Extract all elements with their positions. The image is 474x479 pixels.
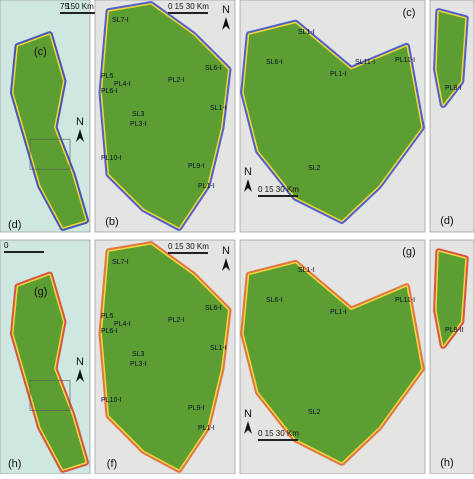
map-panel: (c) 0 15 30 Km N SL1-I SL6-I PL1-I PL11-I SL11-… <box>239 0 426 233</box>
site-label: SL7-I <box>112 259 129 266</box>
site-label: PL8-II <box>445 327 464 334</box>
scale-bar <box>258 439 298 441</box>
site-label: PL1-I <box>330 309 347 316</box>
scale-label: 0 15 30 Km <box>258 185 299 194</box>
site-label: SL1-I <box>210 345 227 352</box>
north-label: N <box>244 166 252 178</box>
panel-label: (h) <box>440 457 453 469</box>
site-label: SL7-I <box>112 17 129 24</box>
site-label: PL3-I <box>130 121 147 128</box>
site-label: PL5 <box>101 73 114 80</box>
panel-label: (f) <box>107 458 117 470</box>
site-label: SL6-I <box>205 305 222 312</box>
site-label: PL6-I <box>101 88 118 95</box>
inset-label: (h) <box>8 458 21 470</box>
site-label: PL1-I <box>198 183 215 190</box>
land-area <box>102 244 228 470</box>
site-label: PL2-I <box>168 317 185 324</box>
scale-label: 75 <box>60 2 69 11</box>
inset-box <box>29 380 71 411</box>
north-arrow <box>222 17 230 30</box>
site-label: PL8-I <box>445 85 462 92</box>
site-label: SL6-I <box>266 59 283 66</box>
land-area <box>243 263 422 463</box>
inset-box <box>29 138 71 170</box>
site-label: PL3-I <box>130 361 147 368</box>
land-area <box>102 4 228 228</box>
site-label: SL11-I <box>355 59 375 66</box>
land-area <box>436 11 466 105</box>
scale-bar <box>258 195 298 197</box>
scale-bar <box>60 12 100 14</box>
site-label: PL11-I <box>395 57 415 64</box>
scale-label: 0 15 30 Km <box>258 429 299 438</box>
land-area <box>13 34 86 228</box>
site-label: PL2-I <box>168 77 185 84</box>
site-label: PL9-I <box>188 405 205 412</box>
scale-label: 0 15 30 Km <box>168 242 209 251</box>
land-area <box>13 275 86 470</box>
site-label: SL3 <box>132 111 145 118</box>
inset-label: (d) <box>8 219 21 231</box>
inset-label: (c) <box>34 46 47 58</box>
map-panel: (g) 0 15 30 Km N SL1-I SL6-I PL1-I PL11-I SL2 <box>239 239 426 475</box>
scale-bar <box>4 251 44 253</box>
north-arrow <box>244 179 252 192</box>
map-panel: (d) PL8-I <box>429 0 474 233</box>
site-label: SL1-I <box>210 105 227 112</box>
site-label: SL3 <box>132 351 145 358</box>
north-arrow <box>76 369 84 382</box>
site-label: PL1-I <box>330 71 347 78</box>
site-label: SL1-I <box>298 29 315 36</box>
north-arrow <box>222 258 230 271</box>
site-label: PL11-I <box>395 297 415 304</box>
north-label: N <box>244 408 252 420</box>
panel-label: (b) <box>105 216 118 228</box>
site-label: SL2 <box>308 409 321 416</box>
north-label: N <box>76 356 84 368</box>
site-label: PL9-I <box>188 163 205 170</box>
site-label: PL5 <box>101 313 114 320</box>
map-panel: (h) PL8-II <box>429 239 474 475</box>
site-label: PL4-I <box>114 321 131 328</box>
site-label: PL10-I <box>101 155 122 162</box>
scale-label: 0 15 30 Km <box>168 2 209 11</box>
site-label: SL2 <box>308 165 321 172</box>
panel-label: (c) <box>403 7 416 19</box>
north-label: N <box>222 4 230 16</box>
scale-label: 150 Km <box>66 2 94 11</box>
site-label: PL1-I <box>198 425 215 432</box>
site-label: SL1-I <box>298 267 315 274</box>
north-label: N <box>222 245 230 257</box>
scale-label: 0 <box>4 241 9 250</box>
north-label: N <box>76 116 84 128</box>
site-label: PL4-I <box>114 81 131 88</box>
north-arrow <box>76 129 84 142</box>
scale-bar <box>168 252 208 254</box>
site-label: PL10-I <box>101 397 122 404</box>
land-area <box>436 251 466 346</box>
panel-label: (d) <box>440 215 453 227</box>
site-label: PL6-I <box>101 328 118 335</box>
site-label: SL6-I <box>205 65 222 72</box>
map-panel: (g) (h) 0 N <box>0 239 91 475</box>
inset-label: (g) <box>34 286 47 298</box>
land-area <box>243 23 422 221</box>
scale-bar <box>168 12 208 14</box>
panel-label: (g) <box>402 246 415 258</box>
site-label: SL6-I <box>266 297 283 304</box>
north-arrow <box>244 421 252 434</box>
